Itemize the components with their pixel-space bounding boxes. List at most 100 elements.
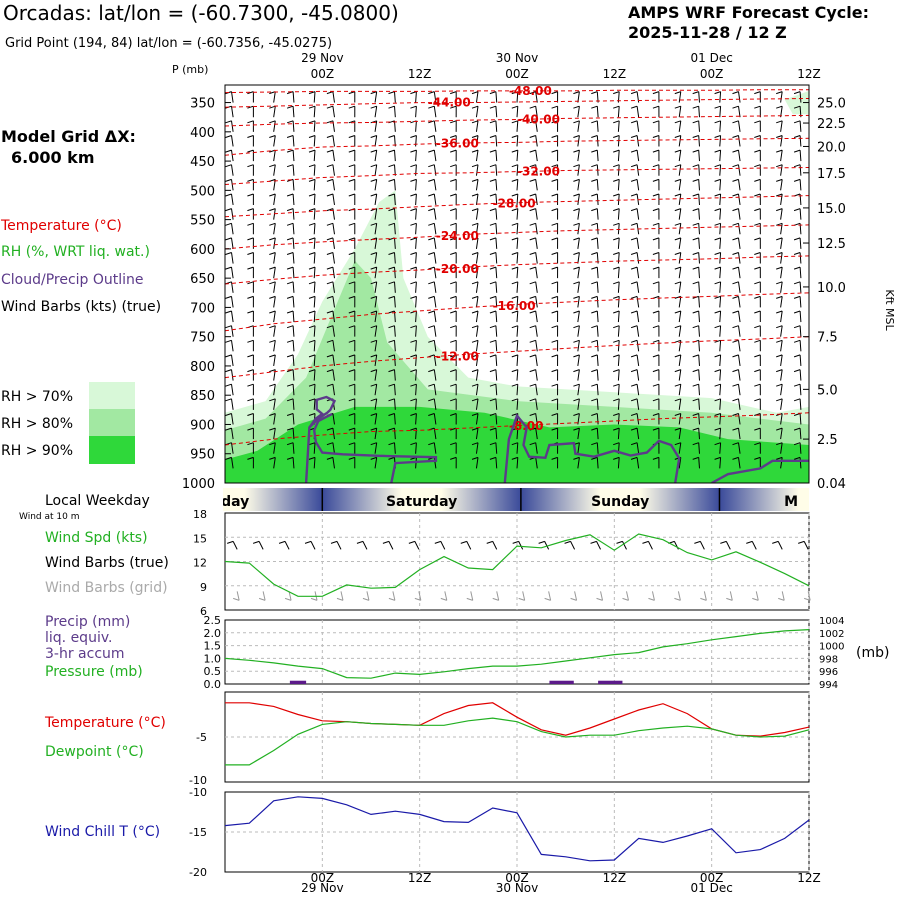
wind-barb [247, 164, 254, 176]
wind-barb [247, 383, 254, 396]
wind-barb [410, 222, 417, 235]
isotherm-label: -40.00 [517, 113, 560, 127]
isotherm-label: -48.00 [509, 84, 552, 98]
wind-barb [776, 164, 783, 176]
wind-barb [471, 281, 479, 293]
wind-barb [471, 252, 479, 264]
wind-barb [269, 266, 276, 279]
wind-barb [674, 383, 682, 396]
pressure-tick-label: 900 [190, 418, 215, 433]
pressure-unit-label: (mb) [856, 645, 889, 661]
wind-barb [551, 354, 559, 366]
wind-barb [732, 354, 741, 367]
wind-barb [511, 383, 519, 396]
wind-barb [370, 398, 378, 410]
wind-barb [613, 354, 620, 366]
wind-barb [308, 354, 316, 366]
isotherm-label: -36.00 [436, 137, 479, 151]
wind-barb [489, 427, 498, 440]
wind-barb [793, 178, 802, 191]
wind-barb [776, 383, 783, 396]
wind-barb [511, 442, 519, 454]
pressure-tick-label: 750 [190, 331, 215, 346]
grid-point-label: Grid Point (194, 84) lat/lon = (-60.7356… [5, 36, 332, 51]
precip-tick-label: 1.5 [204, 640, 222, 653]
wind-barb [732, 325, 741, 337]
wind-barb [613, 325, 620, 337]
wind-barb [776, 135, 783, 147]
wind-barb [551, 222, 559, 235]
wind-barb [551, 252, 559, 264]
wind-barb [348, 164, 356, 176]
wind-barb [692, 456, 700, 469]
wind-barb [225, 193, 234, 206]
wind-barb [511, 456, 519, 469]
wind-barb [286, 266, 295, 279]
wind-barb [732, 252, 741, 264]
wind-barb [511, 164, 519, 176]
wind-barb [674, 427, 682, 440]
wind-barb [793, 325, 802, 337]
wind-barb [247, 442, 254, 454]
wind-barb [269, 354, 276, 367]
wind-barb [247, 427, 254, 440]
wind-barb [776, 266, 783, 279]
precip-bar [598, 680, 623, 684]
precip-tick-label: 2.5 [204, 614, 222, 627]
wind-barb [732, 91, 741, 103]
wind-barb [489, 383, 498, 396]
wind-barb [370, 91, 378, 103]
wind-barb [630, 339, 640, 352]
wind-barb [428, 310, 437, 323]
wind-barb [489, 442, 498, 454]
wind-barb [225, 310, 234, 323]
wind-barb [428, 164, 437, 176]
wind-barb [489, 252, 498, 264]
kft-tick-label: 15.0 [817, 202, 846, 217]
isotherm-label: -24.00 [436, 229, 479, 243]
wind-barb [591, 310, 599, 323]
wind-barb [674, 135, 682, 147]
wind-barb [630, 413, 640, 425]
pressure-axis-label: P (mb) [172, 63, 208, 76]
dewpoint-label: Dewpoint (°C) [45, 744, 144, 760]
wind-barb [286, 208, 295, 220]
wind-barb [308, 91, 316, 103]
wind-barb [511, 252, 519, 264]
wind-barb [754, 310, 761, 323]
legend-temperature: Temperature (°C) [0, 218, 122, 234]
temperature-tick-label: -5 [196, 731, 207, 744]
wind-barb [370, 281, 378, 293]
wind-barb [613, 193, 620, 206]
wind-barb [732, 266, 741, 279]
wind-barb [732, 208, 741, 220]
wind-barb [674, 266, 682, 279]
wind-barb [286, 325, 295, 337]
wind-barb [410, 295, 417, 308]
wind-barb [692, 413, 700, 425]
wind-barb-true [486, 540, 498, 550]
wind-barb [450, 456, 457, 469]
wind-barb [793, 120, 802, 132]
weekday-label: Saturday [386, 494, 457, 510]
pressure-label: Pressure (mb) [45, 664, 143, 680]
wind-barb [529, 149, 538, 162]
wind-speed-tick-label: 12 [193, 557, 207, 570]
wind-barb [714, 413, 722, 425]
weekday-band: day Saturday Sunday M [223, 488, 809, 511]
wind-barb [370, 456, 378, 469]
wind-barb [286, 354, 295, 366]
wind-barb [269, 442, 276, 454]
wind-barb [370, 178, 378, 191]
wind-barb [428, 339, 437, 352]
wind-barb [269, 310, 276, 323]
pressure-tick-label: 550 [190, 214, 215, 229]
wind-barb [286, 383, 295, 396]
wind-barb [714, 281, 722, 293]
wind-barb [732, 310, 741, 323]
wind-barb [388, 427, 396, 440]
wind-barb [269, 164, 276, 176]
wind-barb [674, 164, 682, 176]
wind-barb [370, 354, 378, 367]
wind-barb [652, 354, 660, 366]
